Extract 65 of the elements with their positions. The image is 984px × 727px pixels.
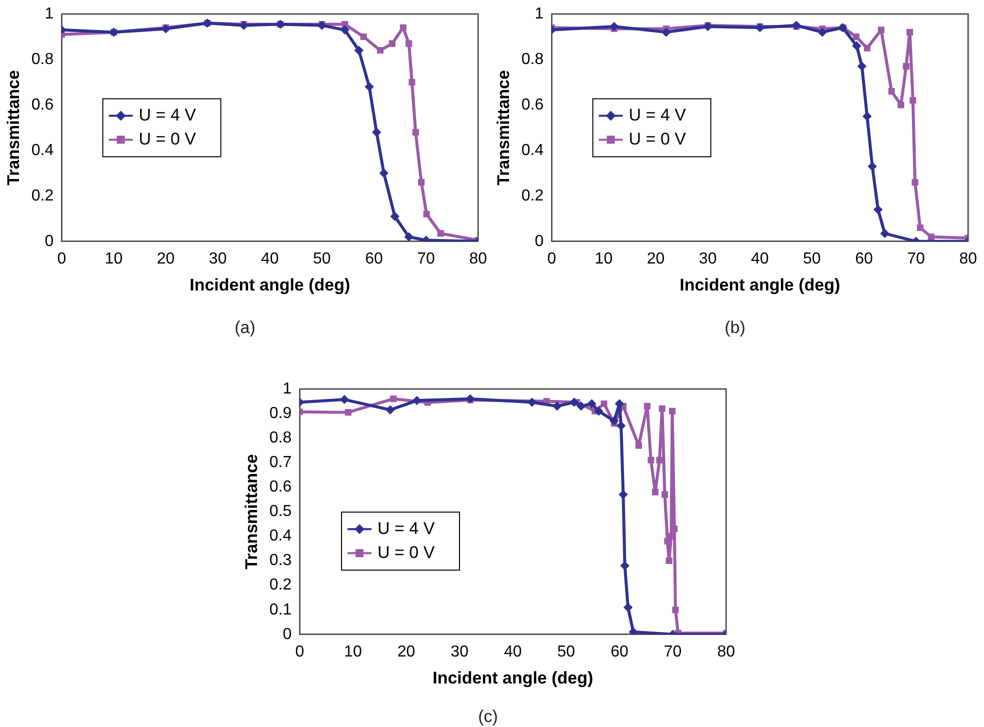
x-tick-label: 50	[313, 250, 331, 268]
y-tick-label: 0	[534, 232, 544, 250]
x-tick-label: 80	[717, 643, 736, 660]
x-tick-label: 70	[417, 250, 436, 268]
x-tick-label: 20	[646, 250, 665, 268]
x-tick-label: 80	[469, 250, 488, 268]
x-tick-label: 70	[907, 250, 926, 268]
y-tick-label: 0.6	[31, 96, 54, 114]
text: (c)	[477, 707, 499, 727]
x-tick-label: 60	[855, 250, 873, 268]
y-tick-label: 0.7	[269, 454, 292, 472]
y-axis-title: Transmittance	[4, 70, 23, 186]
x-tick-label: 20	[156, 250, 175, 268]
x-tick-label: 80	[959, 250, 978, 268]
text: (b)	[724, 318, 746, 338]
x-tick-label: 30	[698, 250, 717, 268]
x-tick-label: 20	[397, 643, 416, 660]
y-tick-label: 0.4	[269, 528, 292, 545]
legend-label: U = 0 V	[628, 129, 687, 148]
y-tick-label: 0.1	[269, 601, 292, 618]
y-tick-label: 0.8	[521, 50, 544, 68]
x-tick-label: 10	[104, 250, 123, 268]
x-tick-label: 50	[803, 250, 821, 268]
legend-label: U = 4 V	[377, 518, 436, 538]
x-tick-label: 0	[295, 643, 304, 660]
y-axis-title: Transmittance	[242, 454, 261, 570]
x-axis-title: Incident angle (deg)	[190, 275, 350, 294]
y-tick-label: 1	[282, 380, 292, 398]
y-tick-label: 0.4	[31, 142, 54, 159]
x-axis-title: Incident angle (deg)	[680, 275, 840, 294]
x-tick-label: 40	[260, 250, 279, 268]
legend-label: U = 0 V	[377, 542, 436, 562]
y-tick-label: 0.2	[269, 576, 292, 594]
y-tick-label: 0.3	[269, 552, 292, 570]
y-tick-label: 0.5	[269, 503, 292, 520]
y-tick-label: 1	[44, 5, 54, 22]
y-tick-label: 0	[44, 232, 54, 250]
y-tick-label: 1	[534, 5, 544, 22]
legend-label: U = 4 V	[138, 105, 197, 124]
y-tick-label: 0	[282, 626, 292, 643]
x-tick-label: 60	[365, 250, 383, 268]
y-tick-label: 0.6	[269, 478, 292, 496]
x-tick-label: 40	[750, 250, 769, 268]
x-tick-label: 0	[57, 250, 66, 268]
x-tick-label: 70	[664, 643, 682, 660]
legend-label: U = 0 V	[138, 129, 197, 148]
x-tick-label: 10	[594, 250, 613, 268]
y-tick-label: 0.2	[521, 187, 544, 204]
y-tick-label: 0.2	[31, 187, 54, 204]
x-tick-label: 30	[450, 643, 469, 660]
y-axis-title: Transmittance	[494, 70, 513, 186]
legend-label: U = 4 V	[628, 105, 687, 124]
text: (a)	[234, 318, 256, 338]
x-tick-label: 60	[610, 643, 628, 660]
x-tick-label: 30	[208, 250, 227, 268]
x-tick-label: 50	[557, 643, 576, 660]
x-axis-title: Incident angle (deg)	[432, 668, 594, 688]
y-tick-label: 0.9	[269, 404, 292, 422]
x-tick-label: 10	[344, 643, 362, 660]
x-tick-label: 0	[547, 250, 556, 268]
y-tick-label: 0.8	[31, 50, 54, 68]
y-tick-label: 0.8	[269, 429, 292, 446]
x-tick-label: 40	[504, 643, 522, 660]
y-tick-label: 0.4	[521, 142, 544, 159]
y-tick-label: 0.6	[521, 96, 544, 114]
